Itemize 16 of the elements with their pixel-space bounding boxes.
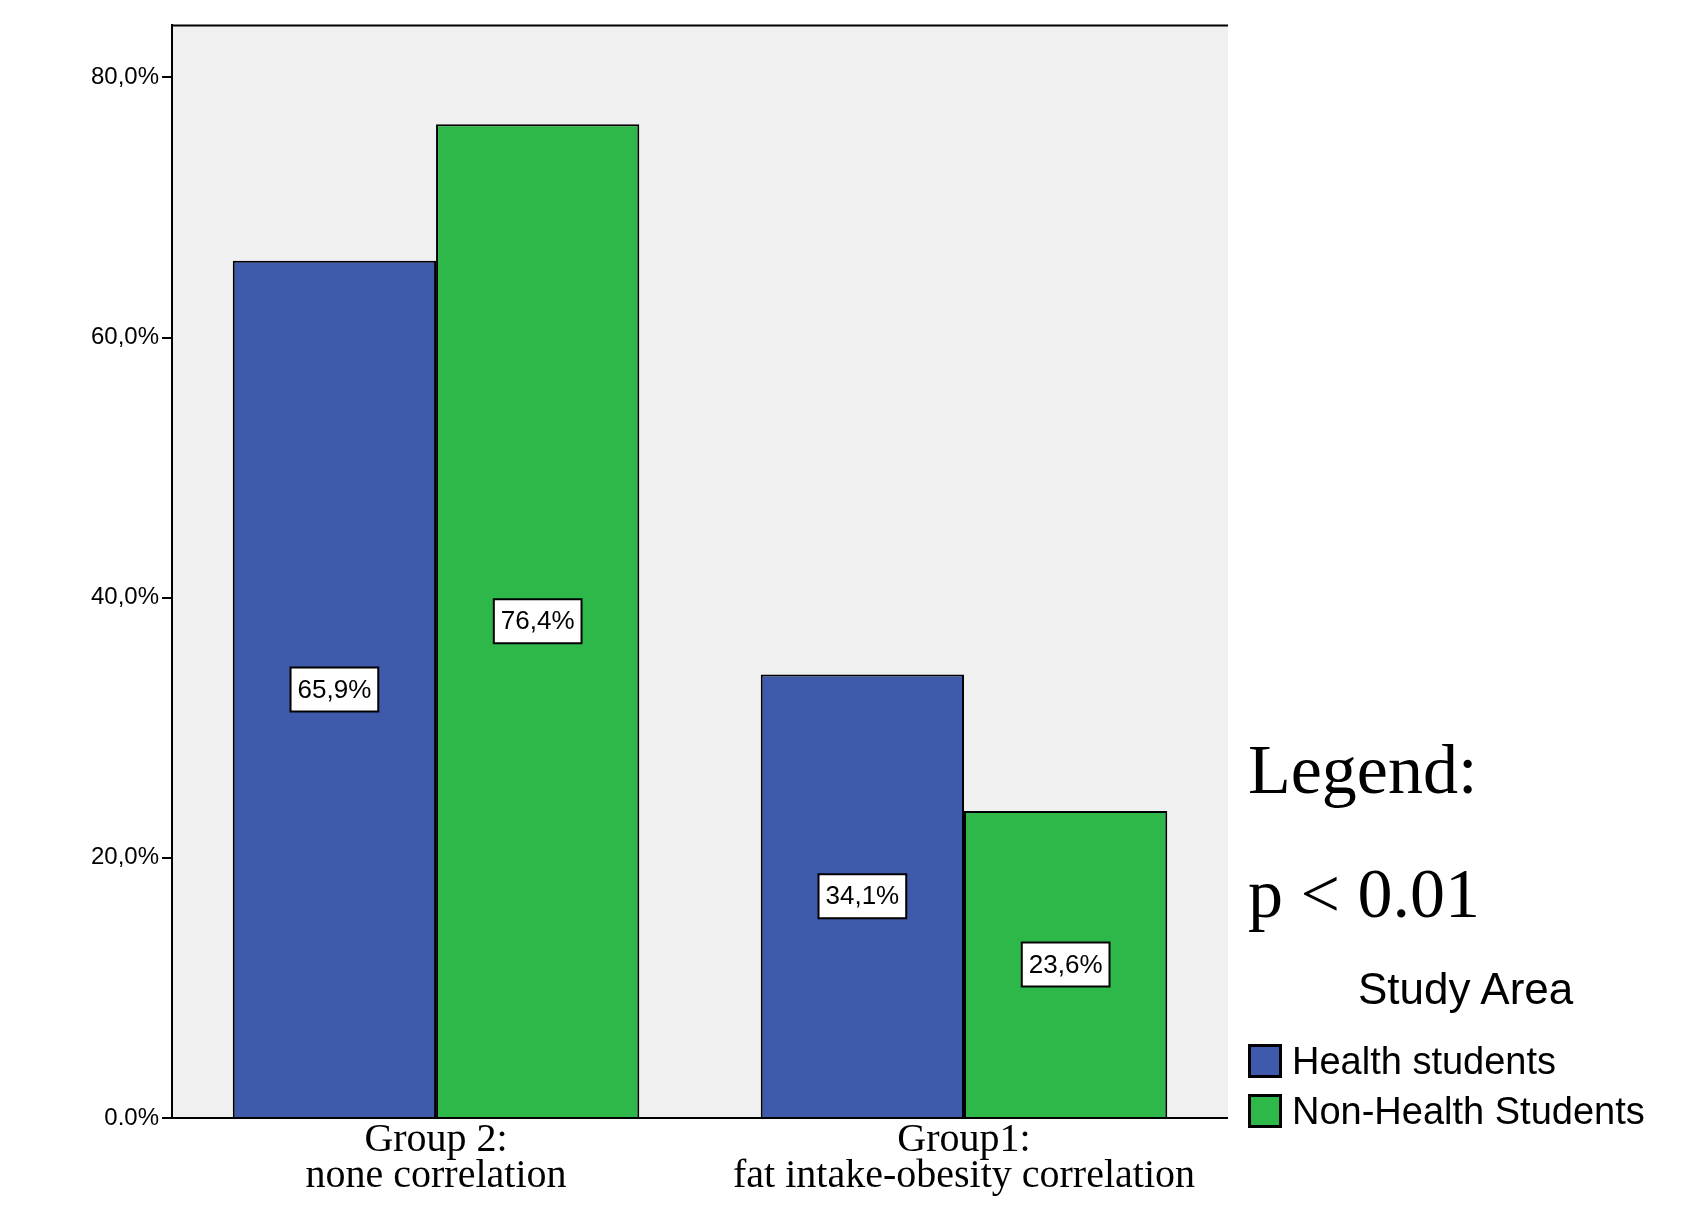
x-tick-label: Group 2: none correlation (305, 1114, 567, 1196)
legend-title: Study Area (1357, 964, 1575, 1014)
text: p < 0.01 (1248, 854, 1481, 934)
y-tick-label: 60,0% (90, 322, 160, 350)
y-tick-label: 40,0% (90, 582, 160, 610)
y-tick-label: 20,0% (90, 842, 160, 870)
text: Legend: (1248, 730, 1479, 810)
data-label: 23,6% (1028, 948, 1103, 979)
legend-label: Health students (1292, 1039, 1557, 1083)
y-tick-label: 80,0% (90, 62, 160, 90)
data-label: 76,4% (500, 605, 575, 636)
data-label: 65,9% (297, 673, 372, 704)
y-tick-label: 0.0% (104, 1102, 160, 1130)
data-label: 34,1% (825, 880, 900, 911)
x-tick-label: Group1: fat intake-obesity correlation (733, 1114, 1196, 1196)
legend-label: Non-Health Students (1292, 1089, 1645, 1133)
